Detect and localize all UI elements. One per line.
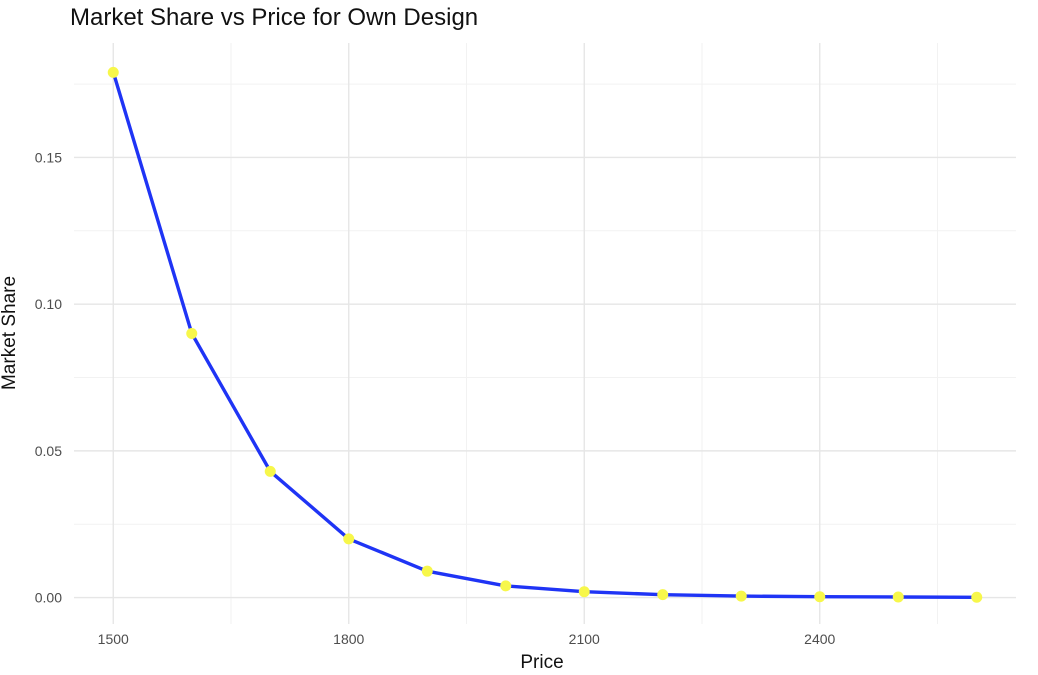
data-point — [107, 66, 119, 78]
data-point — [264, 465, 276, 477]
x-tick-label: 1800 — [333, 631, 364, 647]
x-tick-label: 2100 — [569, 631, 600, 647]
x-axis-tick-labels: 1500 1800 2100 2400 — [98, 631, 836, 647]
data-point — [971, 591, 983, 603]
y-tick-label: 0.05 — [35, 443, 62, 459]
x-tick-label: 2400 — [804, 631, 835, 647]
y-tick-label: 0.15 — [35, 149, 62, 165]
y-tick-label: 0.10 — [35, 296, 62, 312]
y-axis-tick-labels: 0.00 0.05 0.10 0.15 — [35, 149, 62, 605]
major-gridlines — [74, 43, 1016, 624]
data-point — [578, 586, 590, 598]
data-point — [814, 591, 826, 603]
data-point — [421, 565, 433, 577]
y-axis-title: Market Share — [0, 276, 20, 390]
data-point — [735, 590, 747, 602]
data-points — [107, 66, 983, 603]
y-tick-label: 0.00 — [35, 590, 62, 606]
data-point — [343, 533, 355, 545]
x-tick-label: 1500 — [98, 631, 129, 647]
minor-gridlines — [74, 43, 1016, 624]
market-share-line — [111, 70, 979, 599]
chart-title: Market Share vs Price for Own Design — [70, 4, 479, 31]
data-point — [657, 589, 669, 601]
x-axis-title: Price — [520, 652, 563, 673]
data-point — [186, 328, 198, 339]
data-point — [500, 580, 512, 592]
data-point — [892, 591, 904, 603]
